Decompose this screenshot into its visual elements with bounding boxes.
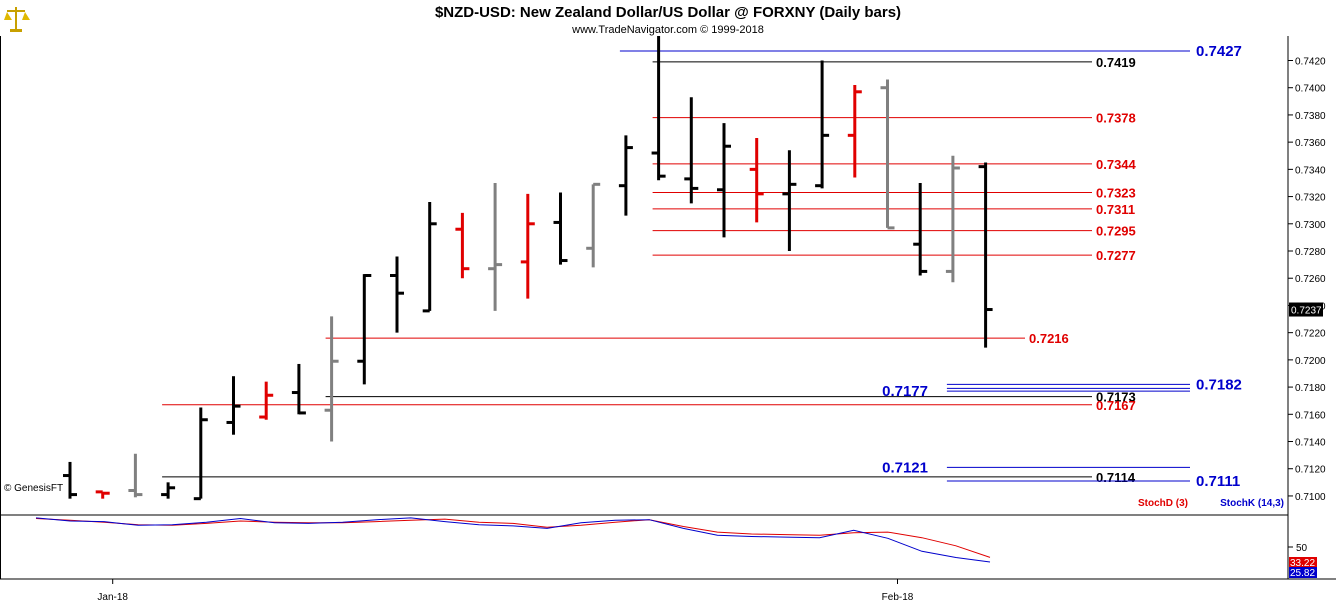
- ohlc-bar: [684, 97, 699, 204]
- ohlc-bar: [913, 182, 928, 276]
- legend-stochd: StochD (3): [1138, 498, 1188, 509]
- ohlc-bar: [128, 453, 143, 498]
- level-label: 0.7111: [1196, 473, 1240, 490]
- ohlc-bar: [945, 155, 960, 283]
- price-tick-label: 0.7340: [1295, 165, 1326, 176]
- level-label: 0.7182: [1196, 376, 1242, 393]
- price-tick-label: 0.7200: [1295, 356, 1326, 367]
- price-tick-label: 0.7280: [1295, 247, 1326, 258]
- level-label: 0.7295: [1096, 224, 1136, 239]
- level-label: 0.7311: [1096, 202, 1135, 217]
- time-tick-label: Feb-18: [882, 592, 914, 603]
- ohlc-bar: [259, 381, 274, 420]
- ohlc-bar: [488, 182, 503, 311]
- last-price-box: [1289, 302, 1323, 317]
- chart-title: $NZD-USD: New Zealand Dollar/US Dollar @…: [435, 4, 901, 21]
- chart-subtitle: www.TradeNavigator.com © 1999-2018: [571, 24, 764, 36]
- stoch-value-box: [1289, 567, 1317, 578]
- price-tick-label: 0.7160: [1295, 410, 1326, 421]
- ohlc-bar: [520, 193, 535, 299]
- price-tick-label: 0.7260: [1295, 274, 1326, 285]
- ohlc-bar: [324, 316, 339, 442]
- ohlc-bar: [63, 461, 77, 499]
- stoch-series-line: [35, 518, 991, 558]
- price-bars: [63, 36, 993, 501]
- price-tick-label: 0.7360: [1295, 138, 1326, 149]
- level-label: 0.7378: [1096, 111, 1136, 126]
- ohlc-bar: [390, 256, 404, 333]
- ohlc-bar: [553, 192, 568, 265]
- last-price-label: 0.7237: [1291, 306, 1322, 317]
- ohlc-bar: [291, 363, 306, 415]
- price-tick-label: 0.7140: [1295, 438, 1326, 449]
- ohlc-bar: [880, 79, 895, 230]
- price-tick-label: 0.7320: [1295, 193, 1326, 204]
- watermark: © GenesisFT: [4, 483, 63, 494]
- level-label: 0.7419: [1096, 55, 1136, 70]
- legend-stochk: StochK (14,3): [1220, 498, 1284, 509]
- level-label: 0.7323: [1096, 185, 1136, 200]
- ohlc-bar: [749, 138, 764, 223]
- price-tick-label: 0.7420: [1295, 56, 1326, 67]
- level-label: 0.7344: [1096, 157, 1137, 172]
- price-tick-label: 0.7120: [1295, 465, 1326, 476]
- level-label: 0.7167: [1096, 398, 1136, 413]
- ohlc-bar: [455, 212, 470, 279]
- price-tick-label: 0.7300: [1295, 220, 1326, 231]
- time-axis: Jan-18 Feb-18: [97, 579, 914, 603]
- price-tick-label: 0.7220: [1295, 329, 1326, 340]
- logo-scales-icon: [4, 7, 30, 32]
- ohlc-bar: [782, 150, 797, 252]
- stoch-value-box: [1289, 557, 1317, 568]
- stoch-tick-label: 50: [1296, 543, 1308, 554]
- ohlc-bar: [651, 36, 666, 181]
- ohlc-bar: [226, 376, 241, 435]
- price-tick-label: 0.7380: [1295, 111, 1326, 122]
- chart-frame: [0, 36, 1336, 580]
- ohlc-bar: [847, 84, 862, 178]
- stoch-value-label: 25.82: [1290, 568, 1315, 579]
- level-label: 0.7177: [882, 383, 928, 400]
- ohlc-bar: [95, 490, 110, 499]
- time-tick-label: Jan-18: [97, 592, 128, 603]
- price-tick-label: 0.7400: [1295, 84, 1326, 95]
- level-label: 0.7216: [1029, 331, 1069, 346]
- level-label: 0.7173: [1096, 390, 1136, 405]
- stoch-series-line: [35, 517, 991, 563]
- level-label: 0.7277: [1096, 248, 1136, 263]
- ohlc-bar: [815, 60, 830, 189]
- ohlc-bar: [357, 274, 372, 385]
- price-axis: 0.7100 0.7120 0.7140 0.7160 0.7180 0.7200 0.72…: [1288, 56, 1326, 503]
- stoch-value-label: 33.22: [1290, 558, 1315, 569]
- ohlc-bar: [422, 202, 437, 313]
- level-label: 0.7114: [1096, 470, 1136, 485]
- price-tick-label: 0.7100: [1295, 492, 1326, 503]
- price-tick-label: 0.7180: [1295, 383, 1326, 394]
- level-label: 0.7427: [1196, 43, 1242, 60]
- ohlc-bar: [193, 407, 208, 501]
- ohlc-bar: [618, 135, 633, 216]
- level-label: 0.7121: [882, 459, 928, 476]
- ohlc-bar: [717, 123, 731, 238]
- ohlc-bar: [586, 182, 601, 268]
- ohlc-bar: [978, 162, 993, 348]
- ohlc-bar: [161, 482, 176, 499]
- level-lines: 0.7427 0.7419 0.7378 0.7344 0.7323 0.7311 0.72…: [162, 43, 1242, 490]
